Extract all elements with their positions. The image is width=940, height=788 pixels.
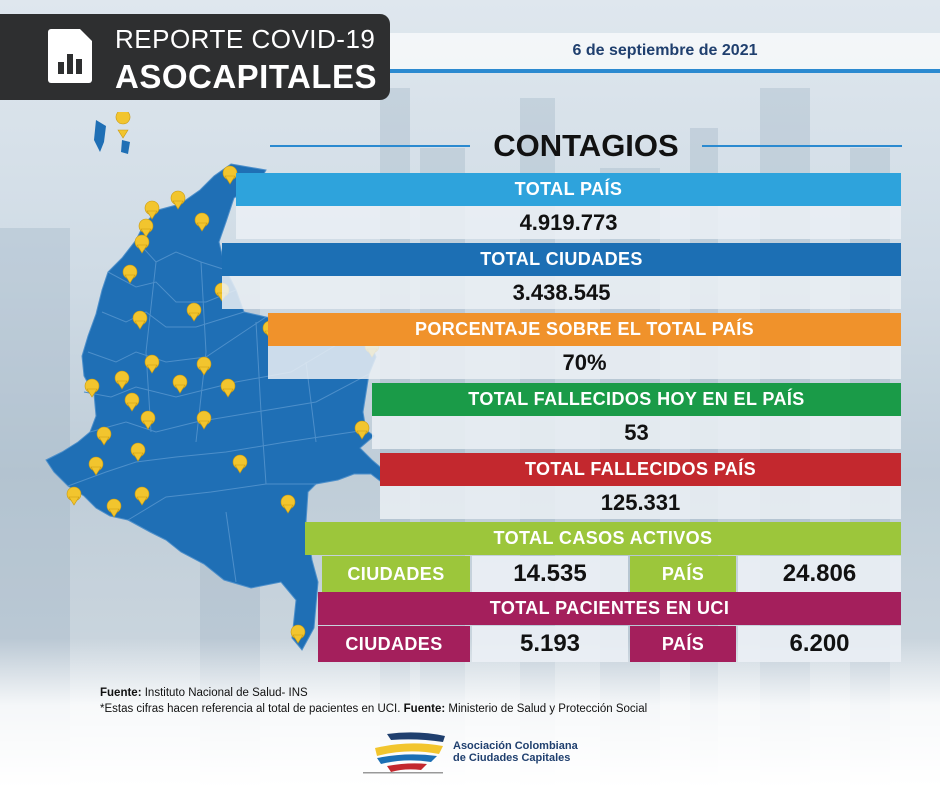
logo-text: Asociación Colombiana de Ciudades Capita…	[453, 740, 578, 764]
footer-line2: *Estas cifras hacen referencia al total …	[100, 701, 647, 717]
title-line-left	[270, 145, 470, 147]
pin-icon	[186, 302, 202, 322]
san-andres-island	[94, 120, 130, 154]
report-header: REPORTE COVID-19 ASOCAPITALES	[0, 14, 390, 100]
header-title-line1: REPORTE COVID-19	[115, 24, 376, 54]
uci-pais-value: 6.200	[738, 626, 901, 662]
background-fade	[0, 638, 940, 788]
casos-activos-ciudades-label: CIUDADES	[322, 556, 470, 592]
title-line-right	[702, 145, 902, 147]
pin-icon	[172, 374, 188, 394]
footer-note-fuente-text: Ministerio de Salud y Protección Social	[445, 703, 648, 715]
pin-icon	[144, 200, 160, 220]
pin-icon	[144, 354, 160, 374]
pin-icon	[134, 234, 150, 254]
band-fallecidos-hoy: TOTAL FALLECIDOS HOY EN EL PAÍS	[372, 383, 901, 416]
pin-icon	[66, 486, 82, 506]
pin-icon	[280, 494, 296, 514]
value-porcentaje: 70%	[268, 346, 901, 379]
pin-icon	[124, 392, 140, 412]
uci-ciudades-value: 5.193	[472, 626, 628, 662]
pin-icon	[114, 370, 130, 390]
section-title: CONTAGIOS	[493, 128, 679, 163]
footer-sources: Fuente: Instituto Nacional de Salud- INS…	[100, 685, 647, 717]
pin-icon	[88, 456, 104, 476]
pin-icon	[106, 498, 122, 518]
footer-fuente-label: Fuente:	[100, 687, 142, 699]
pin-icon	[96, 426, 112, 446]
pin-icon	[170, 190, 186, 210]
header-title-line2: ASOCAPITALES	[115, 58, 378, 95]
pin-icon	[134, 486, 150, 506]
value-total-ciudades: 3.438.545	[222, 276, 901, 309]
pin-icon	[196, 356, 212, 376]
band-uci: TOTAL PACIENTES EN UCI	[318, 592, 901, 625]
pin-icon	[122, 264, 138, 284]
uci-ciudades-label: CIUDADES	[318, 626, 470, 662]
pin-icon	[354, 420, 370, 440]
pin-icon	[115, 112, 131, 139]
casos-activos-pais-value: 24.806	[738, 556, 901, 592]
band-casos-activos: TOTAL CASOS ACTIVOS	[305, 522, 901, 555]
casos-activos-ciudades-value: 14.535	[472, 556, 628, 592]
pin-icon	[194, 212, 210, 232]
pin-icon	[290, 624, 306, 644]
pin-icon	[140, 410, 156, 430]
pin-icon	[138, 218, 154, 238]
logo-line1: Asociación Colombiana	[453, 740, 578, 752]
band-total-ciudades: TOTAL CIUDADES	[222, 243, 901, 276]
pin-icon	[130, 442, 146, 462]
pin-icon	[132, 310, 148, 330]
pin-icon	[196, 410, 212, 430]
pin-icon	[232, 454, 248, 474]
band-porcentaje: PORCENTAJE SOBRE EL TOTAL PAÍS	[268, 313, 901, 346]
uci-pais-label: PAÍS	[630, 626, 736, 662]
section-title-wrap: CONTAGIOS	[270, 128, 902, 164]
band-fallecidos-pais: TOTAL FALLECIDOS PAÍS	[380, 453, 901, 486]
pin-icon	[220, 378, 236, 398]
report-date: 6 de septiembre de 2021	[572, 42, 758, 59]
footer-note-fuente-label: Fuente:	[403, 703, 446, 715]
value-total-pais: 4.919.773	[236, 206, 901, 239]
asocapitales-logo-mark	[363, 732, 445, 774]
footer-note-text: *Estas cifras hacen referencia al total …	[100, 703, 404, 715]
colombia-map	[45, 112, 387, 651]
pin-icon	[84, 378, 100, 398]
logo-line2: de Ciudades Capitales	[453, 752, 571, 764]
bar-chart-document-icon	[48, 29, 92, 83]
value-fallecidos-hoy: 53	[372, 416, 901, 449]
value-fallecidos-pais: 125.331	[380, 486, 901, 519]
casos-activos-pais-label: PAÍS	[630, 556, 736, 592]
footer-fuente-text: Instituto Nacional de Salud- INS	[141, 687, 308, 699]
date-strip: 6 de septiembre de 2021	[390, 33, 940, 73]
band-total-pais: TOTAL PAÍS	[236, 173, 901, 206]
asocapitales-logo: Asociación Colombiana de Ciudades Capita…	[357, 728, 597, 776]
footer-line1: Fuente: Instituto Nacional de Salud- INS	[100, 685, 647, 701]
